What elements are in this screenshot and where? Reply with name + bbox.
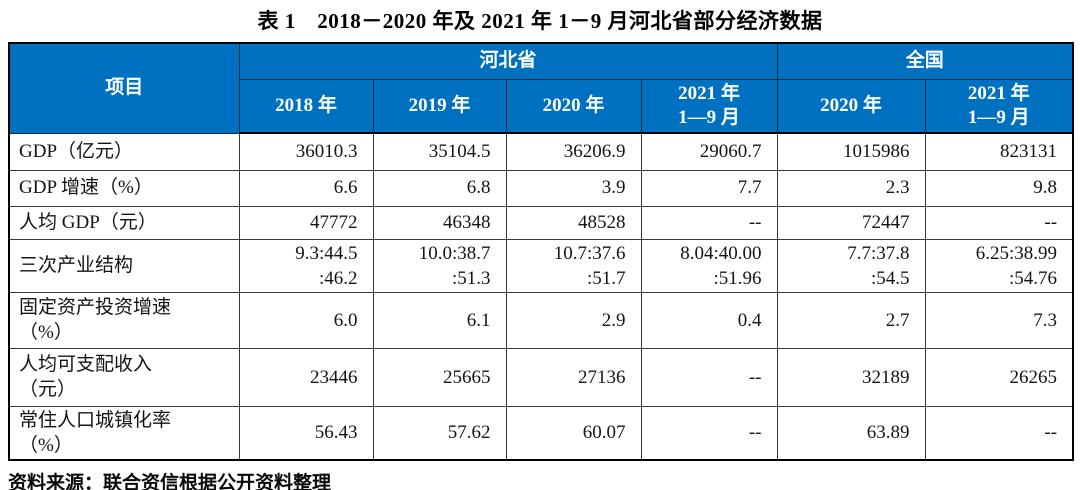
cell-value: 36010.3 (238, 132, 374, 171)
cell-value: 7.3 (924, 291, 1074, 349)
table-row-gdp-growth: GDP 增速（%） 6.6 6.8 3.9 7.7 2.3 9.8 (8, 169, 1074, 207)
cell-value: 2.9 (505, 291, 642, 349)
header-cell-hebei-2018: 2018 年 (238, 78, 374, 134)
row-label: GDP 增速（%） (8, 169, 240, 207)
source-note: 资料来源：联合资信根据公开资料整理 (8, 472, 332, 490)
cell-value: 1015986 (776, 132, 926, 171)
cell-value: -- (640, 405, 778, 461)
cell-value: 46348 (372, 205, 507, 240)
cell-value: -- (640, 205, 778, 240)
table-row-urbanization-rate: 常住人口城镇化率 （%） 56.43 57.62 60.07 -- 63.89 … (8, 405, 1074, 461)
row-label: 三次产业结构 (8, 238, 240, 293)
economic-data-table: 项目 河北省 全国 2018 年 2019 年 2020 年 2021 年 1—… (8, 42, 1075, 461)
cell-value: 72447 (776, 205, 926, 240)
cell-value: -- (640, 347, 778, 407)
cell-value: 6.8 (372, 169, 507, 207)
row-label: 固定资产投资增速 （%） (8, 291, 240, 349)
cell-value: 10.7:37.6 :51.7 (505, 238, 642, 293)
cell-value: 7.7 (640, 169, 778, 207)
cell-value: 35104.5 (372, 132, 507, 171)
header-cell-hebei: 河北省 (238, 42, 778, 80)
cell-value: 8.04:40.00 :51.96 (640, 238, 778, 293)
cell-value: 48528 (505, 205, 642, 240)
table-title: 表 1 2018－2020 年及 2021 年 1－9 月河北省部分经济数据 (257, 9, 823, 33)
cell-value: 32189 (776, 347, 926, 407)
cell-value: 36206.9 (505, 132, 642, 171)
cell-value: 27136 (505, 347, 642, 407)
table-row-gdp-per-capita: 人均 GDP（元） 47772 46348 48528 -- 72447 -- (8, 205, 1074, 240)
cell-value: 6.6 (238, 169, 374, 207)
cell-value: 6.25:38.99 :54.76 (924, 238, 1074, 293)
cell-value: 60.07 (505, 405, 642, 461)
cell-value: 2.3 (776, 169, 926, 207)
header-cell-hebei-2020: 2020 年 (505, 78, 642, 134)
table-row-gdp: GDP（亿元） 36010.3 35104.5 36206.9 29060.7 … (8, 132, 1074, 171)
cell-value: 6.1 (372, 291, 507, 349)
row-label: GDP（亿元） (8, 132, 240, 171)
cell-value: 56.43 (238, 405, 374, 461)
header-cell-hebei-2021-9m: 2021 年 1—9 月 (640, 78, 778, 134)
header-cell-national-2020: 2020 年 (776, 78, 926, 134)
cell-value: 7.7:37.8 :54.5 (776, 238, 926, 293)
row-label: 常住人口城镇化率 （%） (8, 405, 240, 461)
table-body: GDP（亿元） 36010.3 35104.5 36206.9 29060.7 … (8, 132, 1074, 461)
cell-value: 9.8 (924, 169, 1074, 207)
cell-value: 10.0:38.7 :51.3 (372, 238, 507, 293)
row-label: 人均 GDP（元） (8, 205, 240, 240)
cell-value: 25665 (372, 347, 507, 407)
cell-value: -- (924, 405, 1074, 461)
row-label: 人均可支配收入 （元） (8, 347, 240, 407)
cell-value: 9.3:44.5 :46.2 (238, 238, 374, 293)
cell-value: 26265 (924, 347, 1074, 407)
cell-value: 63.89 (776, 405, 926, 461)
cell-value: 2.7 (776, 291, 926, 349)
cell-value: 23446 (238, 347, 374, 407)
cell-value: 47772 (238, 205, 374, 240)
table-header: 项目 河北省 全国 2018 年 2019 年 2020 年 2021 年 1—… (8, 42, 1074, 134)
table-row-fixed-asset-investment: 固定资产投资增速 （%） 6.0 6.1 2.9 0.4 2.7 7.3 (8, 291, 1074, 349)
table-row-disposable-income: 人均可支配收入 （元） 23446 25665 27136 -- 32189 2… (8, 347, 1074, 407)
cell-value: -- (924, 205, 1074, 240)
header-year-row: 2018 年 2019 年 2020 年 2021 年 1—9 月 2020 年… (9, 78, 1074, 134)
header-group-row: 项目 河北省 全国 (8, 42, 1074, 134)
cell-value: 57.62 (372, 405, 507, 461)
cell-value: 823131 (924, 132, 1074, 171)
cell-value: 29060.7 (640, 132, 778, 171)
cell-value: 0.4 (640, 291, 778, 349)
table-row-industry-structure: 三次产业结构 9.3:44.5 :46.2 10.0:38.7 :51.3 10… (8, 238, 1074, 293)
header-cell-hebei-2019: 2019 年 (372, 78, 507, 134)
cell-value: 3.9 (505, 169, 642, 207)
cell-value: 6.0 (238, 291, 374, 349)
header-cell-item: 项目 (8, 42, 240, 134)
header-cell-national: 全国 (776, 42, 1074, 80)
header-cell-national-2021-9m: 2021 年 1—9 月 (924, 78, 1074, 134)
